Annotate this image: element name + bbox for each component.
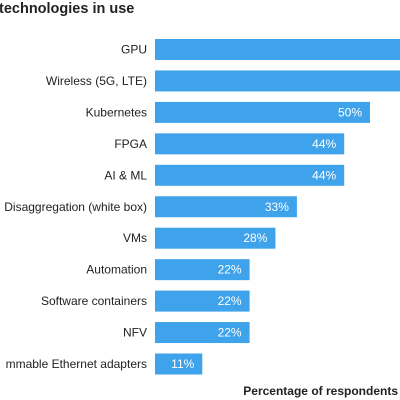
bar-4 <box>155 164 345 186</box>
bar-0 <box>155 39 400 60</box>
bar-3 <box>155 133 345 155</box>
category-label-4: AI & ML <box>104 168 147 182</box>
category-label-0: GPU <box>121 43 147 57</box>
value-label-9: 22% <box>218 326 242 340</box>
value-label-2: 50% <box>338 105 362 119</box>
bar-6 <box>155 227 276 249</box>
bar-9 <box>155 322 250 344</box>
value-label-3: 44% <box>312 137 336 151</box>
category-label-8: Software containers <box>41 294 147 308</box>
value-label-4: 44% <box>312 168 336 182</box>
bar-10 <box>155 353 203 375</box>
value-label-5: 33% <box>265 200 289 214</box>
category-label-3: FPGA <box>114 137 147 151</box>
bar-2 <box>155 101 370 123</box>
x-axis-label: Percentage of respondents <box>243 384 398 398</box>
category-label-10: mmable Ethernet adapters <box>6 357 147 371</box>
category-label-7: Automation <box>86 263 147 277</box>
category-label-2: Kubernetes <box>86 105 147 119</box>
category-label-6: VMs <box>123 231 147 245</box>
value-label-7: 22% <box>218 263 242 277</box>
bar-1 <box>155 70 400 92</box>
category-label-1: Wireless (5G, LTE) <box>46 74 147 88</box>
category-label-5: Disaggregation (white box) <box>4 200 147 214</box>
bar-8 <box>155 290 250 312</box>
value-label-8: 22% <box>218 294 242 308</box>
category-label-9: NFV <box>123 326 147 340</box>
chart-title: technologies in use <box>0 1 135 17</box>
value-label-10: 11% <box>171 357 194 371</box>
value-label-6: 28% <box>243 231 267 245</box>
bar-7 <box>155 259 250 281</box>
bar-5 <box>155 196 297 218</box>
